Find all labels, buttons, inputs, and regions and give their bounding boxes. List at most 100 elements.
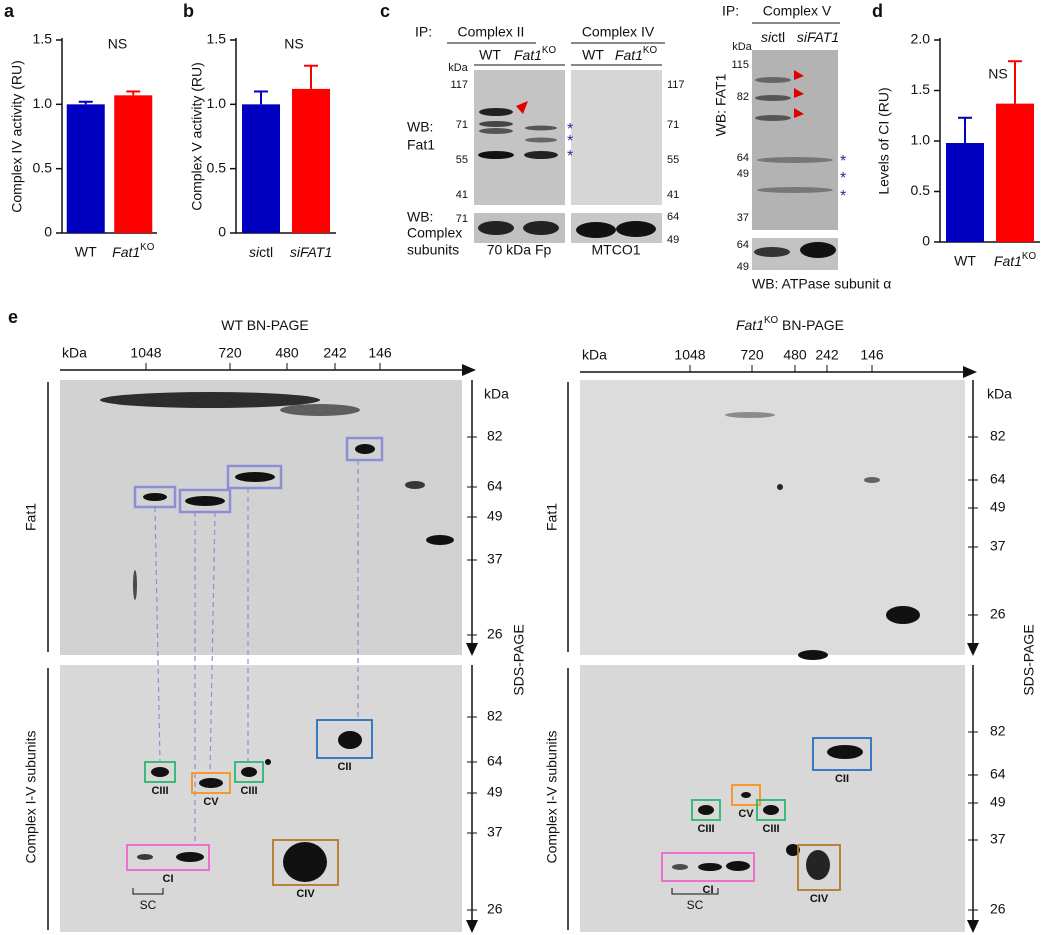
text-part: siFAT1 bbox=[290, 244, 332, 260]
sds-marker: 37 bbox=[487, 551, 503, 567]
complex-box bbox=[812, 737, 872, 771]
sds-marker: 37 bbox=[487, 824, 503, 840]
sds-marker: 49 bbox=[990, 499, 1006, 515]
marker: 64 bbox=[667, 211, 679, 223]
y-tick-label: 0.5 bbox=[33, 159, 53, 175]
asterisk: * bbox=[567, 121, 573, 138]
spot bbox=[100, 392, 320, 408]
marker: 37 bbox=[737, 212, 749, 224]
spot bbox=[199, 778, 223, 788]
sds-marker: 82 bbox=[990, 428, 1006, 444]
y-tick-label: 0.5 bbox=[207, 159, 227, 175]
complex-box bbox=[234, 761, 264, 783]
sc-label: SC bbox=[687, 898, 704, 912]
wb-label: subunits bbox=[407, 242, 459, 258]
y-tick-label: 1.5 bbox=[33, 31, 53, 47]
spot bbox=[133, 570, 137, 600]
spot bbox=[405, 481, 425, 489]
complex-label: CII bbox=[337, 761, 351, 773]
marker: 41 bbox=[456, 189, 468, 201]
spot bbox=[698, 805, 714, 815]
arrowhead bbox=[967, 920, 979, 933]
asterisk: * bbox=[840, 188, 846, 205]
lane-label: Fat1KO bbox=[514, 45, 557, 63]
sds-marker: 82 bbox=[487, 428, 503, 444]
antibody: MTCO1 bbox=[592, 242, 641, 258]
text-part: si bbox=[249, 244, 260, 260]
y-tick-label: 1.0 bbox=[207, 95, 227, 111]
text-part: BN-PAGE bbox=[778, 317, 844, 333]
asterisk: * bbox=[840, 153, 846, 170]
spot bbox=[283, 842, 327, 882]
band bbox=[755, 115, 791, 121]
complex-box bbox=[126, 844, 210, 871]
y-tick-label: 0 bbox=[922, 233, 930, 249]
sds-marker: 37 bbox=[990, 538, 1006, 554]
asterisk: * bbox=[567, 133, 573, 150]
arrowhead bbox=[967, 643, 979, 656]
x-tick-label: Fat1KO bbox=[994, 251, 1037, 269]
spot bbox=[185, 496, 225, 506]
complex-label: CIII bbox=[240, 785, 257, 797]
antibody: 70 kDa Fp bbox=[487, 242, 552, 258]
band bbox=[754, 247, 790, 257]
guide-line bbox=[154, 506, 161, 763]
text-part: ctl bbox=[259, 244, 273, 260]
band bbox=[757, 187, 833, 193]
bar bbox=[242, 104, 280, 233]
bn-marker: 146 bbox=[368, 345, 392, 361]
bn-marker: 480 bbox=[275, 345, 299, 361]
text-part: KO bbox=[140, 242, 155, 253]
wb-label: WB: ATPase subunit α bbox=[752, 276, 891, 292]
bn-marker: 480 bbox=[783, 347, 807, 363]
complex-box bbox=[797, 844, 841, 891]
bn-marker: 720 bbox=[218, 345, 242, 361]
sds-marker: 64 bbox=[990, 471, 1006, 487]
bar bbox=[996, 103, 1034, 242]
guide-line bbox=[209, 511, 216, 774]
panel-label: c bbox=[380, 1, 390, 21]
bn-marker: 242 bbox=[815, 347, 839, 363]
complex-label: CIII bbox=[762, 823, 779, 835]
spot bbox=[151, 767, 169, 777]
complex-box bbox=[756, 799, 786, 821]
text-part: Fat1 bbox=[994, 253, 1022, 269]
ip-target: Complex IV bbox=[582, 24, 655, 40]
y-axis-label: Complex V activity (RU) bbox=[189, 62, 205, 211]
band bbox=[800, 242, 836, 258]
ip-target: Complex II bbox=[458, 24, 525, 40]
x-tick-label: WT bbox=[954, 253, 976, 269]
gel-title: WT BN-PAGE bbox=[221, 317, 308, 333]
spot bbox=[338, 731, 362, 749]
spot bbox=[241, 767, 257, 777]
marker: 115 bbox=[731, 59, 749, 71]
text-part: ctl bbox=[771, 29, 785, 45]
sds-marker: 64 bbox=[990, 766, 1006, 782]
spot bbox=[698, 863, 722, 871]
band bbox=[479, 108, 513, 116]
band bbox=[478, 221, 514, 235]
kda-label: kDa bbox=[987, 386, 1012, 402]
spot bbox=[886, 606, 920, 624]
spot bbox=[672, 864, 688, 870]
marker: 117 bbox=[667, 79, 685, 91]
complex-box bbox=[731, 784, 761, 806]
spot-box bbox=[178, 488, 232, 514]
text-part: KO bbox=[643, 45, 658, 56]
ip-target: Complex V bbox=[763, 3, 832, 19]
y-tick-label: 1.0 bbox=[33, 95, 53, 111]
marker: 41 bbox=[667, 189, 679, 201]
marker: 55 bbox=[456, 154, 468, 166]
blot bbox=[571, 70, 662, 205]
sds-marker: 82 bbox=[990, 723, 1006, 739]
y-tick-label: 0.5 bbox=[911, 182, 931, 198]
gel bbox=[580, 665, 965, 932]
spot bbox=[137, 854, 153, 860]
sc-bracket bbox=[132, 888, 164, 895]
kda-label: kDa bbox=[448, 62, 468, 74]
spot-box bbox=[345, 436, 384, 462]
panel-label: a bbox=[4, 1, 15, 21]
y-tick-label: 0 bbox=[44, 224, 52, 240]
sds-marker: 37 bbox=[990, 831, 1006, 847]
